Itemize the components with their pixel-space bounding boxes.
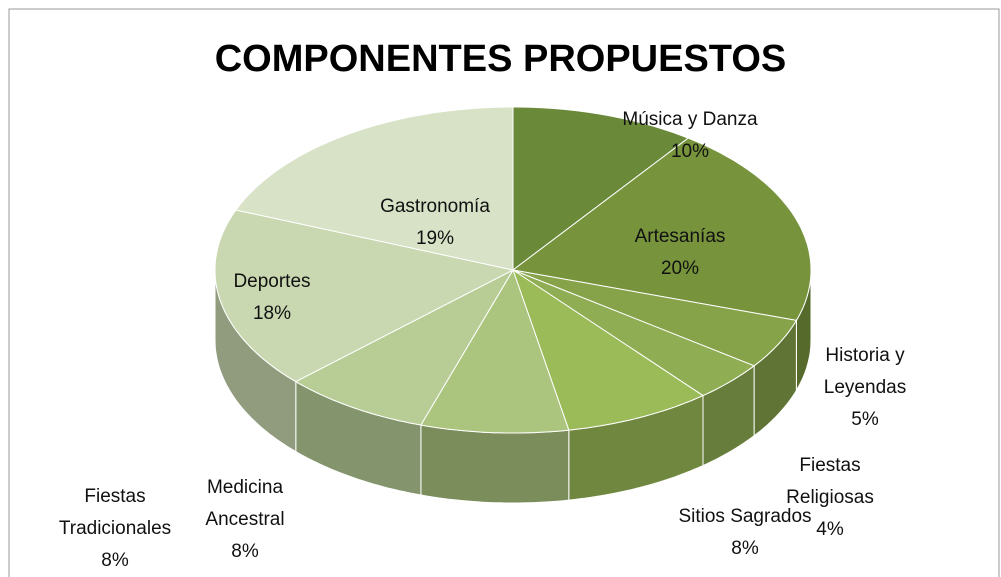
value-label: 20% <box>660 258 700 279</box>
pie-slice <box>214 209 515 383</box>
category-label: Artesanías <box>634 226 726 247</box>
category-label: Música y Danza <box>622 109 758 130</box>
value-label: 18% <box>252 303 292 324</box>
value-label: 19% <box>415 228 455 249</box>
category-label: Gastronomía <box>380 196 490 217</box>
pie-slice <box>512 269 798 367</box>
pie-slice <box>235 106 514 271</box>
pie-slice-side <box>420 424 570 504</box>
value-label: 8% <box>231 541 259 562</box>
category-label: Historia y Leyendas <box>823 345 907 398</box>
chart-frame <box>8 8 1000 577</box>
value-label: 8% <box>101 550 129 571</box>
pie-slice <box>512 268 705 431</box>
category-label: Fiestas Religiosas <box>786 455 874 508</box>
category-label: Fiestas Tradicionales <box>58 486 172 539</box>
pie-slice <box>512 269 756 397</box>
pie-slice <box>294 268 515 426</box>
category-label: Sitios Sagrados <box>678 506 812 527</box>
value-label: 4% <box>816 519 844 540</box>
pie-slice <box>512 106 690 272</box>
category-label: Medicina Ancestral <box>205 477 285 530</box>
value-label: 5% <box>851 409 879 430</box>
chart-title: COMPONENTES PROPUESTOS <box>214 38 787 80</box>
pie-slice <box>511 137 812 321</box>
value-label: 8% <box>731 538 759 559</box>
value-label: 10% <box>670 141 710 162</box>
category-label: Deportes <box>233 271 311 292</box>
pie-slice <box>420 268 570 434</box>
